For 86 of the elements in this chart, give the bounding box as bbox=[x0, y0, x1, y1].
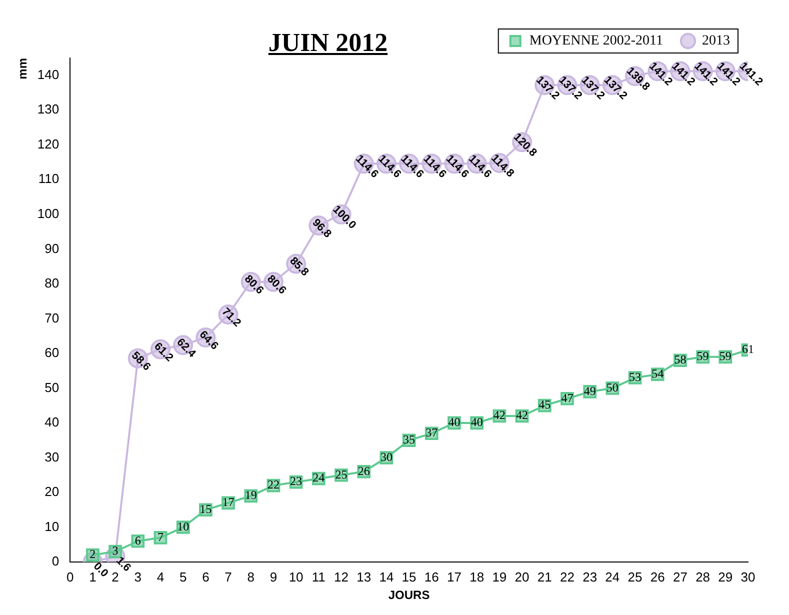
x-tick-label: 12 bbox=[334, 569, 348, 584]
data-label: 22 bbox=[267, 478, 280, 492]
data-label: 40 bbox=[470, 415, 483, 430]
x-tick-label: 15 bbox=[402, 569, 416, 584]
data-label: 42 bbox=[516, 408, 528, 422]
x-tick-label: 30 bbox=[740, 569, 756, 584]
data-label: 62.4 bbox=[174, 336, 198, 361]
x-tick-label: 17 bbox=[447, 569, 462, 584]
x-tick-label: 10 bbox=[288, 569, 304, 584]
data-label: 25 bbox=[335, 467, 348, 482]
y-tick-label: 110 bbox=[38, 171, 60, 186]
x-tick-label: 29 bbox=[718, 569, 733, 584]
x-tick-label: 24 bbox=[605, 569, 620, 584]
x-tick-label: 9 bbox=[270, 569, 278, 584]
data-label: 7 bbox=[157, 530, 164, 544]
y-axis-title: mm bbox=[16, 58, 30, 80]
data-label: 35 bbox=[403, 432, 416, 446]
data-label: 80.6 bbox=[242, 273, 266, 297]
x-tick-label: 14 bbox=[379, 569, 394, 584]
data-label: 59 bbox=[719, 349, 732, 364]
x-tick-label: 13 bbox=[356, 569, 372, 584]
x-tick-label: 26 bbox=[650, 569, 665, 584]
data-label: 40 bbox=[448, 415, 460, 430]
data-label: 26 bbox=[358, 464, 370, 478]
x-axis-title: JOURS bbox=[388, 588, 430, 602]
data-label: 42 bbox=[493, 408, 506, 422]
x-tick-label: 20 bbox=[514, 569, 530, 584]
y-tick-label: 130 bbox=[37, 102, 60, 117]
data-label: 15 bbox=[200, 502, 212, 516]
legend-label: 2013 bbox=[702, 34, 730, 49]
data-label: 50 bbox=[606, 380, 618, 394]
data-label: 53 bbox=[629, 370, 642, 384]
y-tick-label: 70 bbox=[44, 310, 60, 326]
x-tick-label: 0 bbox=[66, 569, 74, 584]
chart-title: JUIN 2012 bbox=[268, 28, 388, 57]
y-tick-label: 100 bbox=[37, 206, 60, 221]
data-label: 54 bbox=[652, 366, 664, 380]
y-tick-label: 0 bbox=[52, 554, 60, 569]
x-tick-label: 7 bbox=[224, 569, 232, 584]
x-tick-label: 25 bbox=[628, 569, 642, 584]
legend-label: MOYENNE 2002-2011 bbox=[529, 34, 664, 49]
data-label: 85.8 bbox=[287, 254, 311, 279]
data-label: 19 bbox=[244, 488, 257, 502]
y-tick-label: 20 bbox=[44, 484, 60, 500]
x-tick-label: 19 bbox=[492, 569, 507, 584]
y-tick-label: 80 bbox=[44, 276, 60, 291]
x-tick-label: 4 bbox=[156, 569, 164, 584]
data-label: 64.6 bbox=[196, 328, 220, 352]
data-label: 59 bbox=[696, 349, 709, 364]
data-label: 17 bbox=[222, 495, 234, 510]
data-label: 3 bbox=[112, 544, 118, 558]
y-tick-label: 30 bbox=[44, 449, 60, 464]
x-tick-label: 2 bbox=[112, 569, 119, 584]
data-label: 58 bbox=[674, 352, 686, 367]
y-tick-label: 60 bbox=[44, 345, 60, 360]
y-tick-label: 50 bbox=[44, 380, 60, 395]
x-tick-label: 8 bbox=[247, 569, 254, 584]
data-label: 80.6 bbox=[264, 273, 288, 297]
x-tick-label: 23 bbox=[582, 569, 598, 584]
data-label: 37 bbox=[426, 426, 438, 440]
data-label: 61 bbox=[742, 342, 754, 356]
x-tick-label: 16 bbox=[424, 569, 439, 584]
x-tick-label: 27 bbox=[672, 569, 688, 584]
y-tick-label: 120 bbox=[37, 136, 60, 152]
x-tick-label: 11 bbox=[312, 569, 326, 584]
data-label: 10 bbox=[177, 519, 190, 534]
data-label: 2 bbox=[90, 547, 96, 562]
data-label: 23 bbox=[290, 474, 302, 488]
x-tick-label: 1 bbox=[89, 569, 96, 584]
y-tick-label: 90 bbox=[44, 240, 60, 256]
y-tick-label: 140 bbox=[37, 66, 60, 82]
y-tick-label: 40 bbox=[44, 414, 60, 430]
y-tick-label: 10 bbox=[44, 518, 60, 534]
x-tick-label: 28 bbox=[696, 569, 710, 584]
data-label: 24 bbox=[312, 470, 325, 485]
data-label: 47 bbox=[561, 390, 574, 405]
x-tick-label: 6 bbox=[202, 569, 210, 584]
x-tick-label: 18 bbox=[470, 569, 484, 584]
data-label: 6 bbox=[134, 533, 141, 548]
x-tick-label: 21 bbox=[537, 569, 552, 584]
x-tick-label: 5 bbox=[179, 569, 187, 584]
data-label: 49 bbox=[584, 384, 596, 398]
data-label: 45 bbox=[538, 398, 551, 412]
x-tick-label: 22 bbox=[560, 569, 574, 584]
data-label: 30 bbox=[380, 450, 392, 464]
x-tick-label: 3 bbox=[134, 569, 142, 584]
